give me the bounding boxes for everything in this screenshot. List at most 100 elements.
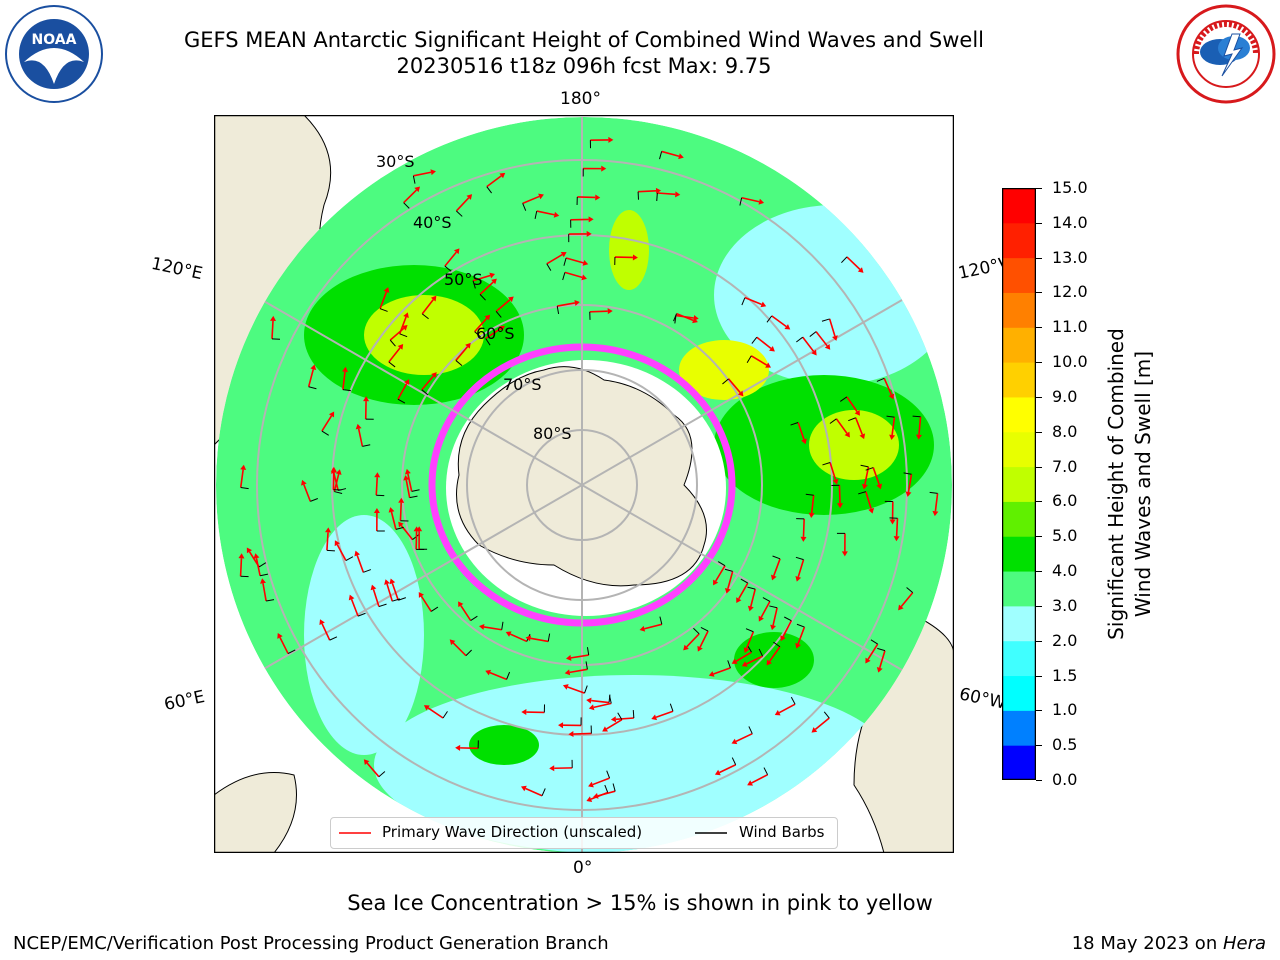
wave-arrow — [342, 371, 346, 390]
wind-barb — [403, 202, 410, 209]
wave-arrow-head — [574, 299, 580, 306]
wave-arrow-head — [770, 624, 777, 631]
wind-barb — [541, 788, 546, 796]
wind-barb — [790, 421, 799, 426]
wave-arrow — [485, 327, 502, 340]
wave-arrow-head — [737, 390, 744, 397]
wave-arrow-head — [562, 684, 569, 690]
colorbar-segment — [1002, 188, 1036, 224]
wave-arrow — [750, 355, 768, 366]
wave-arrow-head — [455, 744, 461, 751]
wave-arrow — [326, 532, 329, 551]
wave-arrow-head — [404, 468, 411, 475]
wave-arrow — [657, 192, 676, 196]
wind-barb — [562, 272, 566, 281]
barb-legend-swatch — [695, 832, 727, 834]
wave-arrow — [420, 595, 432, 612]
wave-arrow-head — [520, 785, 527, 792]
colorbar-tick-mark — [1036, 536, 1042, 538]
lat-label: 60°S — [476, 324, 515, 343]
nws-logo — [1176, 4, 1276, 104]
wave-arrow — [403, 189, 418, 204]
wind-barb — [522, 203, 527, 211]
wave-arrow — [569, 668, 588, 674]
wave-arrow-head — [713, 579, 719, 586]
wind-barb — [772, 555, 781, 560]
wave-arrow — [391, 583, 400, 601]
wave-arrow — [593, 702, 612, 709]
wave-arrow-head — [586, 697, 592, 704]
wave-arrow — [495, 299, 511, 312]
wave-arrow-head — [608, 136, 614, 143]
wind-barb — [329, 636, 338, 641]
wave-arrow-head — [675, 191, 681, 198]
wave-arrow — [751, 773, 768, 784]
wave-arrow-head — [335, 469, 342, 475]
wind-barb — [378, 771, 386, 778]
wind-barb — [693, 627, 700, 635]
wave-arrow-head — [610, 716, 617, 723]
wind-barb — [395, 526, 404, 530]
wind-barb — [731, 757, 737, 765]
wave-arrow — [815, 331, 828, 347]
wave-arrow-head — [431, 372, 437, 378]
wave-arrow — [756, 336, 772, 349]
wave-arrow-head — [328, 411, 335, 418]
wave-arrow-head — [418, 592, 424, 598]
wave-arrow-head — [384, 579, 390, 585]
wave-arrow-head — [260, 578, 266, 584]
wave-arrow-head — [639, 625, 646, 632]
wave-arrow — [719, 764, 737, 774]
wind-barb — [240, 486, 249, 490]
wave-arrow — [390, 511, 397, 530]
wind-barb — [485, 338, 491, 346]
wave-arrow — [797, 559, 805, 578]
high-wave-field — [469, 725, 539, 765]
wave-arrow-head — [888, 393, 895, 400]
lat-label: 30°S — [376, 152, 415, 171]
wave-arrow — [239, 469, 244, 488]
wind-barb — [421, 313, 429, 320]
wind-barb — [392, 598, 401, 602]
wave-arrow — [303, 484, 312, 502]
wind-barb — [362, 444, 371, 447]
colorbar-segment — [1002, 466, 1036, 502]
wind-barb — [465, 649, 472, 657]
wave-arrow — [407, 473, 413, 492]
wave-arrow — [661, 150, 680, 158]
wave-arrow-head — [588, 704, 595, 711]
wind-barb — [747, 586, 756, 590]
wave-arrow-head — [795, 642, 801, 649]
wind-barb — [740, 578, 749, 584]
polar-map — [214, 115, 954, 853]
wind-barb — [739, 197, 743, 206]
wave-arrow — [452, 642, 467, 657]
wave-arrow-head — [766, 659, 772, 666]
wave-arrow — [727, 571, 734, 589]
wave-arrow-head — [414, 186, 421, 193]
wind-barb — [266, 599, 275, 602]
wind-barb — [612, 783, 616, 792]
wind-barb — [860, 464, 869, 468]
wave-arrow-head — [397, 343, 404, 350]
wind-barb — [669, 703, 674, 712]
wave-arrow-head — [586, 796, 593, 802]
lon-label-0: 0° — [573, 858, 593, 878]
colorbar-segment — [1002, 396, 1036, 433]
wave-arrow-head — [765, 362, 771, 368]
wave-arrow-head — [499, 172, 506, 179]
wind-barb — [796, 336, 803, 343]
colorbar-tick-mark — [1036, 257, 1042, 259]
wave-arrow — [741, 196, 760, 203]
wind-barb — [421, 389, 429, 396]
lon-label-60w: 60°W — [957, 684, 1008, 714]
wave-arrow-head — [932, 510, 939, 517]
wave-arrow — [262, 583, 267, 602]
wave-arrow-head — [373, 507, 380, 514]
wave-arrow — [606, 718, 623, 730]
wave-arrow — [778, 703, 796, 714]
wave-arrow — [567, 686, 585, 694]
wave-arrow — [486, 175, 502, 188]
wave-arrow — [333, 472, 339, 491]
wave-arrow-head — [370, 584, 377, 591]
